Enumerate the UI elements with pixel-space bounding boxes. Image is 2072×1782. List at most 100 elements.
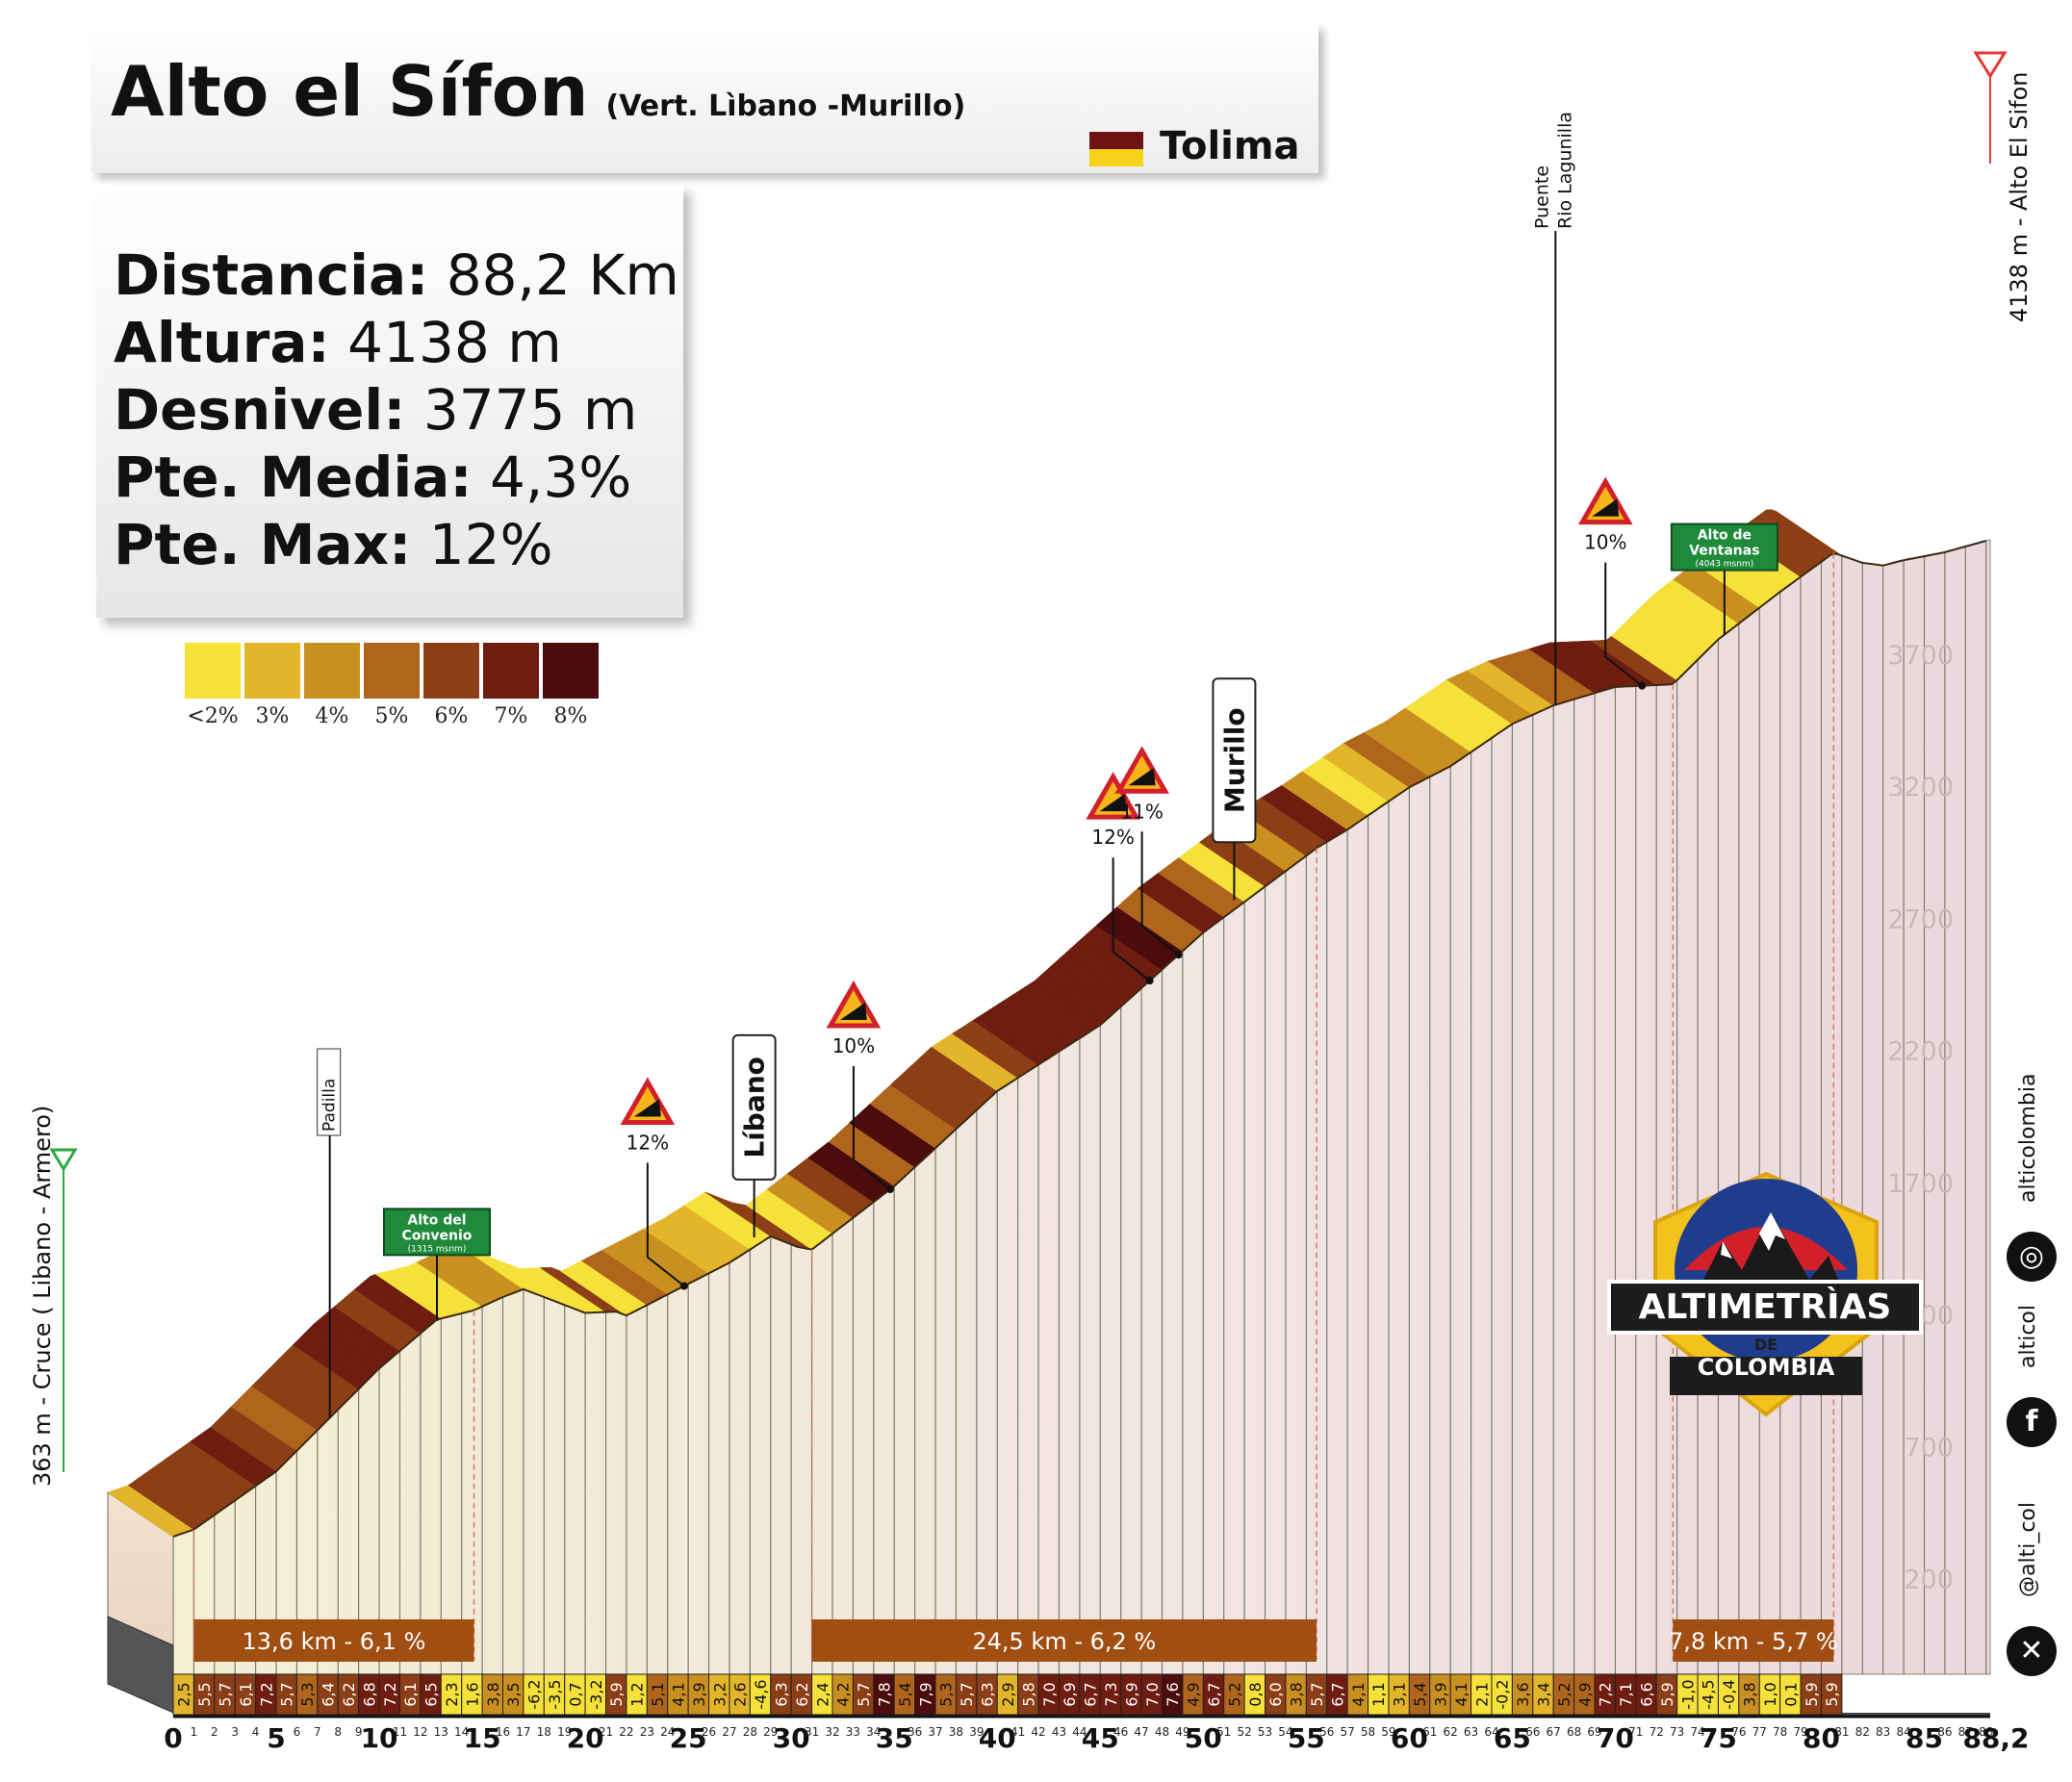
grade-cell-label: 0,1 <box>1781 1682 1800 1706</box>
summit-sign <box>1670 522 1778 572</box>
grade-cell-label: -0,4 <box>1720 1679 1738 1709</box>
grade-cell-label: 7,2 <box>381 1682 399 1706</box>
x-minor-tick-label: 28 <box>743 1725 757 1739</box>
chart-subtitle: (Vert. Lìbano -Murillo) <box>605 89 966 123</box>
grade-pin-dot <box>1638 681 1647 690</box>
x-minor-tick-label: 24 <box>660 1725 675 1739</box>
grade-cell-label: 0,8 <box>1246 1682 1265 1706</box>
climb-label: 7,8 km - 5,7 % <box>1669 1628 1838 1655</box>
chart-title: Alto el Sífon (Vert. Lìbano -Murillo) <box>111 51 965 132</box>
grade-cell-label: 5,4 <box>1411 1682 1429 1706</box>
x-minor-tick-label: 87 <box>1958 1725 1973 1739</box>
summit-elevation: (1315 msnm) <box>408 1244 467 1254</box>
grade-cell-label: 7,2 <box>1597 1682 1615 1706</box>
x-minor-tick-label: 9 <box>355 1725 363 1739</box>
grade-cell-label: -4,6 <box>752 1679 770 1709</box>
instagram-link[interactable]: ◎ alticolombia <box>2007 1074 2064 1282</box>
grade-cell-label: 1,0 <box>1761 1682 1779 1706</box>
start-label: 363 m - Cruce ( Libano - Armero) <box>29 1106 56 1487</box>
brand-line-2: DE <box>1753 1336 1778 1354</box>
facebook-link[interactable]: f alticol <box>2007 1305 2064 1447</box>
x-minor-tick-label: 29 <box>763 1725 778 1739</box>
facebook-icon[interactable]: f <box>2007 1397 2057 1447</box>
x-major-tick-label: 30 <box>773 1722 810 1754</box>
legend-label: 8% <box>553 704 588 728</box>
x-minor-tick-label: 57 <box>1340 1725 1354 1739</box>
grade-pin-line <box>852 1066 891 1190</box>
grade-cell-label: 5,7 <box>217 1682 235 1706</box>
x-minor-tick-label: 18 <box>537 1725 551 1739</box>
grade-cell-label: 5,8 <box>1019 1682 1037 1706</box>
x-major-tick-label: 65 <box>1494 1722 1531 1754</box>
grade-cell-label: 7,6 <box>1164 1682 1182 1706</box>
x-minor-tick-label: 37 <box>928 1725 942 1739</box>
summit-elevation: (4043 msnm) <box>1696 560 1754 570</box>
x-minor-tick-label: 48 <box>1155 1725 1169 1739</box>
grade-cell-label: 6,4 <box>320 1682 338 1706</box>
steep-grade-warning: 11% <box>1114 746 1169 823</box>
finish-label: 4138 m - Alto El Sifon <box>2006 71 2033 322</box>
town-sign <box>1212 677 1257 844</box>
hazard-grade-label: 10% <box>832 1034 875 1057</box>
grade-cell-label: 3,2 <box>710 1682 729 1706</box>
x-minor-tick-label: 59 <box>1381 1725 1395 1739</box>
x-major-tick-label: 25 <box>670 1722 707 1754</box>
grade-cell-label: 7,0 <box>1143 1682 1162 1706</box>
x-minor-tick-label: 13 <box>434 1725 448 1739</box>
x-link[interactable]: ✕ @alti_col <box>2007 1502 2064 1676</box>
grade-cell-label: 5,9 <box>607 1682 626 1706</box>
grade-cell-label: 6,1 <box>237 1682 255 1706</box>
profile-edge <box>172 540 1986 1538</box>
x-minor-tick-label: 63 <box>1464 1725 1478 1739</box>
x-major-tick-label: 45 <box>1082 1722 1119 1754</box>
grade-cell-label: 6,2 <box>340 1682 358 1706</box>
grade-cell-label: 3,8 <box>484 1682 502 1706</box>
grade-cell-label: 1,6 <box>463 1682 481 1706</box>
grade-cell-label: 4,1 <box>669 1682 687 1706</box>
x-icon[interactable]: ✕ <box>2007 1626 2057 1676</box>
x-minor-tick-label: 79 <box>1793 1725 1807 1739</box>
grade-cell-label: 4,9 <box>1575 1682 1594 1706</box>
x-minor-tick-label: 77 <box>1752 1725 1767 1739</box>
grade-cell-label: 1,2 <box>628 1682 647 1706</box>
grade-cell-label: 3,8 <box>1741 1682 1759 1706</box>
place-label: Puente <box>1531 165 1552 229</box>
grade-cell-label: 6,9 <box>1061 1682 1079 1706</box>
x-minor-tick-label: 47 <box>1134 1725 1148 1739</box>
y-tick-label: 3700 <box>1887 641 1954 671</box>
hazard-grade-label: 10% <box>1584 531 1626 554</box>
x-major-tick-label: 20 <box>567 1722 604 1754</box>
grade-cell-label: -0,2 <box>1494 1679 1512 1709</box>
grade-cell-label: -4,5 <box>1700 1679 1718 1709</box>
grade-cell-label: 5,9 <box>1823 1682 1841 1706</box>
grade-cell-label: 6,6 <box>1638 1682 1656 1706</box>
brand-line-1: ALTIMETRÌAS <box>1607 1280 1923 1335</box>
grade-cell-label: 3,8 <box>1288 1682 1306 1706</box>
brand-line-3: COLOMBIA <box>1697 1354 1835 1381</box>
x-major-tick-label: 75 <box>1700 1722 1737 1754</box>
x-minor-tick-label: 62 <box>1444 1725 1458 1739</box>
legend-swatch-7 <box>483 643 539 699</box>
x-major-tick-label: 60 <box>1391 1722 1428 1754</box>
stat-average-grade: Pte. Media: 4,3% <box>114 445 632 510</box>
grade-cell-label: 6,5 <box>422 1682 441 1706</box>
x-minor-tick-label: 42 <box>1031 1725 1045 1739</box>
facebook-handle: alticol <box>2016 1305 2040 1368</box>
steep-grade-warning: 10% <box>1577 476 1633 554</box>
legend-label: 6% <box>434 704 469 728</box>
grade-cell-label: 6,7 <box>1328 1682 1346 1706</box>
x-minor-tick-label: 4 <box>252 1725 260 1739</box>
grade-cell-label: -1,0 <box>1678 1679 1697 1709</box>
grade-pin-line <box>646 1162 685 1287</box>
x-minor-tick-label: 33 <box>846 1725 860 1739</box>
grade-cell-label: -6,2 <box>525 1679 544 1709</box>
legend-swatch-3 <box>244 643 300 699</box>
x-minor-tick-label: 46 <box>1113 1725 1128 1739</box>
instagram-icon[interactable]: ◎ <box>2007 1232 2057 1282</box>
grade-cell-label: 1,1 <box>1369 1682 1388 1706</box>
x-minor-tick-label: 72 <box>1650 1725 1664 1739</box>
steep-grade-warning: 12% <box>1086 772 1140 849</box>
x-minor-tick-label: 44 <box>1072 1725 1087 1739</box>
slope-symbol <box>1099 794 1127 812</box>
